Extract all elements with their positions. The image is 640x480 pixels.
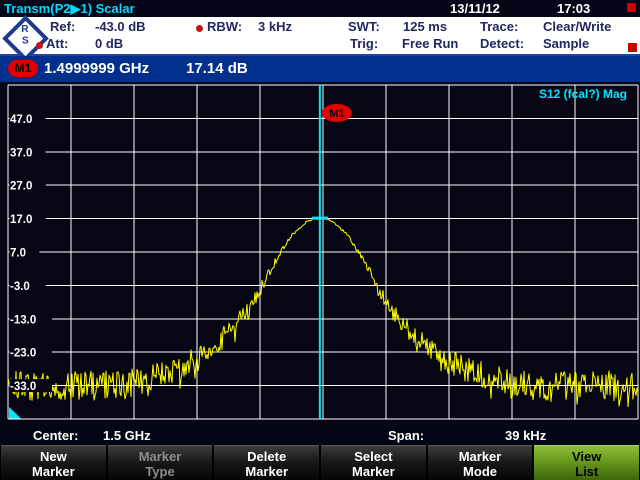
- trig-label: Trig:: [350, 36, 379, 51]
- center-value: 1.5 GHz: [103, 428, 151, 443]
- trig-value: Free Run: [402, 36, 459, 51]
- softkey-select-marker[interactable]: Select Marker: [321, 445, 426, 480]
- marker-peak-tick: [311, 216, 328, 220]
- swt-value: 125 ms: [403, 19, 448, 34]
- svg-text:-33.0: -33.0: [10, 381, 36, 393]
- softkey-view-list[interactable]: View List: [534, 445, 640, 480]
- rbw-value: 3 kHz: [258, 19, 292, 34]
- svg-text:37.0: 37.0: [10, 147, 32, 159]
- softkey-marker-type[interactable]: Marker Type: [107, 445, 213, 480]
- trace-label: Trace:: [480, 19, 519, 34]
- svg-text:7.0: 7.0: [10, 248, 26, 260]
- detect-value: Sample: [543, 36, 590, 51]
- ref-label: Ref:: [50, 19, 76, 34]
- frequency-bar: Center: 1.5 GHz Span: 39 kHz: [0, 428, 640, 444]
- svg-text:47.0: 47.0: [10, 114, 32, 126]
- trace-chart: 47.0 37.0 27.0 17.0 7.0 -3.0 -13.0 -23.0 -33.0 S1…: [7, 84, 639, 420]
- span-value: 39 kHz: [505, 428, 547, 443]
- softkey-bar: New Marker Marker Type Delete Marker Select…: [0, 444, 640, 480]
- svg-text:17.0: 17.0: [10, 214, 32, 226]
- softkey-delete-marker[interactable]: Delete Marker: [214, 445, 320, 480]
- svg-text:-3.0: -3.0: [10, 281, 30, 293]
- rbw-label: RBW:: [207, 19, 243, 34]
- marker-frequency: 1.4999999 GHz: [44, 60, 150, 77]
- detect-label: Detect:: [480, 36, 525, 51]
- marker-badge: M1: [8, 60, 38, 77]
- time-display: 17:03: [557, 1, 591, 16]
- att-value: 0 dB: [95, 36, 124, 51]
- svg-text:M1: M1: [329, 108, 344, 120]
- att-label: Att:: [46, 36, 69, 51]
- span-label: Span:: [388, 428, 425, 443]
- softkey-marker-mode[interactable]: Marker Mode: [427, 445, 533, 480]
- date-display: 13/11/12: [450, 1, 500, 16]
- swt-label: SWT:: [348, 19, 380, 34]
- ref-level-arrow-icon: [9, 407, 21, 419]
- ref-value: -43.0 dB: [95, 19, 146, 34]
- marker-level: 17.14 dB: [186, 60, 248, 77]
- status-indicator-icon: [627, 3, 636, 12]
- marker-readout-bar: M1 1.4999999 GHz 17.14 dB: [0, 56, 640, 82]
- center-label: Center:: [33, 428, 79, 443]
- measurement-title: Transm(P2▶1) Scalar: [4, 1, 135, 16]
- spectrum-plot: 47.0 37.0 27.0 17.0 7.0 -3.0 -13.0 -23.0 -33.0 S1…: [0, 82, 640, 428]
- svg-text:-13.0: -13.0: [10, 314, 36, 326]
- status-indicator-icon-2: [628, 43, 637, 52]
- softkey-new-marker[interactable]: New Marker: [1, 445, 106, 480]
- svg-text:-23.0: -23.0: [10, 348, 36, 360]
- title-bar: Transm(P2▶1) Scalar 13/11/12 17:03: [0, 0, 640, 17]
- rbw-coupled-dot-icon: [196, 25, 203, 32]
- trace-legend: S12 (fcal?) Mag: [539, 87, 627, 101]
- trace-value: Clear/Write: [543, 19, 612, 34]
- svg-text:27.0: 27.0: [10, 181, 32, 193]
- marker-flag: [321, 104, 352, 122]
- att-coupled-dot-icon: [36, 42, 43, 49]
